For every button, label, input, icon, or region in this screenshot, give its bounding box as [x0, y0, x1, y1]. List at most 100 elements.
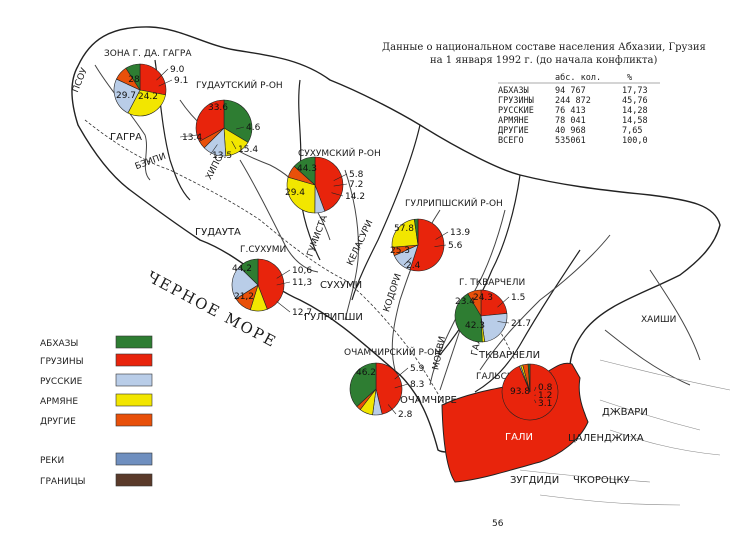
pie-value-label: 29.4: [285, 188, 305, 198]
table-title-line1: Данные о национальном составе населения …: [382, 42, 706, 53]
table-row-pct: 14,58: [622, 116, 648, 126]
pie-side-label: 10,6: [292, 266, 312, 276]
table-col-pct: %: [627, 73, 632, 83]
pie-ochamchira: 46.2 5.9 8.3 2.8: [349, 362, 425, 420]
pie-value-label: 21,2: [234, 292, 254, 302]
pie-side-label: 21.7: [511, 319, 531, 329]
pie-leader-line: [156, 68, 169, 81]
legend: АБХАЗЫ ГРУЗИНЫ РУССКИЕ АРМЯНЕ ДРУГИЕ РЕКИ ГРАН…: [40, 335, 153, 487]
pie-slice-russian: [480, 313, 508, 343]
legend-swatch: [115, 393, 153, 407]
pie-gulripshi: 57.8 25.3 13.9 5.6 2.4: [390, 218, 470, 272]
table-row-abs: 244 872: [555, 96, 591, 106]
pie-side-label: 5.9: [410, 364, 425, 374]
label-city-tkvarcheli: Г. ТКВАРЧЕЛИ: [459, 278, 525, 288]
pie-side-label: 15.4: [238, 145, 258, 155]
pie-leader-line: [236, 126, 245, 130]
pie-slice-armenian: [127, 89, 166, 117]
pie-leader-line: [403, 257, 412, 266]
label-sukhumi-region: СУХУМСКИЙ Р-ОН: [298, 147, 381, 159]
legend-swatch: [115, 413, 153, 427]
legend-label: ГРАНИЦЫ: [40, 477, 86, 487]
label-tkvarcheli: ТКВАРЧЕЛИ: [478, 350, 540, 361]
label-ochamchira: ОЧАМЧИРЕ: [400, 395, 457, 406]
label-gagra: ГАГРА: [110, 132, 142, 143]
legend-label: РУССКИЕ: [40, 377, 83, 387]
table-col-abs: абс. кол.: [555, 72, 601, 83]
pie-value-label: 33.6: [208, 103, 228, 113]
pie-slice-russian: [231, 266, 259, 300]
label-gudauta-region: ГУДАУТСКИЙ Р-ОН: [196, 79, 283, 91]
pie-side-label: 5.6: [448, 241, 463, 251]
label-zugdidi: ЗУГДИДИ: [510, 475, 559, 486]
pie-value-label: 44.3: [297, 164, 317, 174]
pie-leader-line: [276, 281, 291, 286]
pie-value-label: 23.4: [455, 297, 475, 307]
pie-value-label: 44,2: [232, 264, 252, 274]
legend-label: ДРУГИЕ: [40, 417, 76, 427]
legend-swatch: [115, 335, 153, 349]
population-table: Данные о национальном составе населения …: [382, 42, 706, 146]
pie-value-label: 28: [128, 75, 140, 85]
pie-value-label: 29.7: [116, 91, 136, 101]
table-row-pct: 14,28: [622, 106, 648, 116]
table-row-name: ВСЕГО: [498, 136, 524, 146]
pie-leader-line: [179, 134, 201, 138]
pie-leader-line: [331, 192, 344, 197]
label-gali: ГАЛИ: [505, 432, 533, 443]
pie-leader-line: [333, 183, 348, 187]
pie-leader-line: [209, 144, 218, 156]
pie-slice-abkhaz: [238, 258, 259, 286]
pie-leader-line: [534, 386, 537, 392]
table-row-name: ГРУЗИНЫ: [498, 96, 534, 106]
signature: 56: [492, 519, 504, 529]
pie-slice-georgian: [139, 63, 167, 96]
table-row-abs: 94 767: [555, 86, 586, 96]
pie-leader-line: [434, 244, 447, 247]
table-row-name: АБХАЗЫ: [498, 86, 529, 96]
pie-side-label: 13.4: [182, 133, 202, 143]
pie-leader-line: [387, 404, 397, 415]
pie-slice-armenian: [286, 176, 316, 214]
pie-leader-line: [497, 321, 510, 324]
pie-leader-line: [394, 383, 409, 389]
table-row-abs: 40 968: [555, 126, 586, 136]
pie-leader-line: [497, 296, 510, 308]
pie-value-label: 46.2: [356, 368, 376, 378]
label-sukhumi: СУХУМИ: [320, 280, 362, 291]
pie-value-label: 42.3: [465, 321, 485, 331]
table-row-pct: 7,65: [622, 126, 642, 136]
pie-side-label: 8.3: [410, 380, 424, 390]
table-row-name: АРМЯНЕ: [498, 116, 529, 126]
pie-side-label: 2.8: [398, 410, 413, 420]
pie-side-label: 1.2: [538, 391, 552, 401]
legend-label: РЕКИ: [40, 456, 64, 466]
pie-sukhumi-city: 44,2 21,2 10,6 11,3 12,7: [231, 258, 312, 318]
pie-gudauta: 33.6 13.4 13.5 15.4 4.6: [179, 99, 261, 161]
pie-leader-line: [158, 79, 173, 87]
pie-slice-russian: [113, 78, 141, 114]
pie-slice-armenian: [391, 218, 419, 248]
pie-leader-line: [534, 399, 537, 404]
pie-side-label: 13.9: [450, 228, 470, 238]
pie-slice-abkhaz: [293, 156, 316, 186]
legend-label: АБХАЗЫ: [40, 339, 78, 349]
pie-side-label: 14.2: [345, 192, 365, 202]
pie-value-label: 24.2: [138, 92, 158, 102]
pie-side-label: 13.5: [212, 151, 232, 161]
pie-leader-line: [276, 301, 291, 313]
pie-side-label: 3.1: [538, 399, 552, 409]
legend-swatch: [115, 452, 153, 466]
pie-slice-georgian: [314, 156, 344, 212]
pie-tkvarcheli: 23.424.3 42.3 1.5 21.7: [454, 289, 531, 343]
table-row-pct: 17,73: [622, 86, 648, 96]
table-row-pct: 100,0: [622, 136, 648, 146]
pie-leader-line: [231, 141, 237, 150]
pie-gagra: 28 24.229.7 9.09.1: [113, 63, 188, 117]
label-jvari: ДЖВАРИ: [602, 407, 648, 418]
label-chkorotsku: ЧКОРОЦКУ: [573, 475, 630, 486]
pie-sukhumi-region: 44.3 29.4 5.87.2 14.2: [285, 156, 365, 214]
terrain-hatching: [519, 359, 731, 506]
table-row-abs: 76 413: [555, 106, 586, 116]
